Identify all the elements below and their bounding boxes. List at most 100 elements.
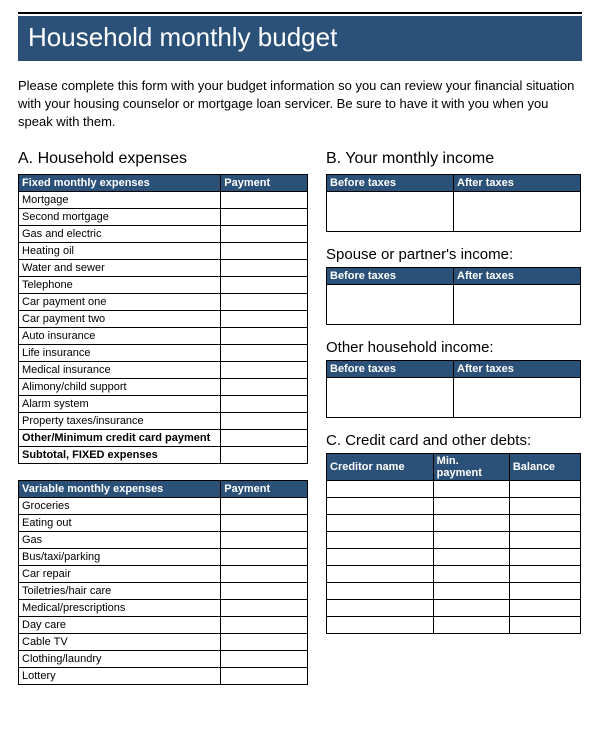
fixed-expenses-table: Fixed monthly expenses Payment MortgageS… xyxy=(18,174,308,464)
balance-cell[interactable] xyxy=(509,531,580,548)
expense-payment-cell[interactable] xyxy=(221,310,308,327)
expense-payment-cell[interactable] xyxy=(221,327,308,344)
your-income-table: Before taxes After taxes xyxy=(326,174,581,232)
expense-label: Toiletries/hair care xyxy=(19,582,221,599)
spouse-before-cell[interactable] xyxy=(327,284,454,324)
creditor-cell[interactable] xyxy=(327,616,434,633)
your-before-cell[interactable] xyxy=(327,191,454,231)
left-column: A. Household expenses Fixed monthly expe… xyxy=(18,150,308,685)
fixed-col2-header: Payment xyxy=(221,174,308,191)
expense-payment-cell[interactable] xyxy=(221,293,308,310)
expense-label: Mortgage xyxy=(19,191,221,208)
minpay-cell[interactable] xyxy=(433,548,509,565)
creditor-cell[interactable] xyxy=(327,514,434,531)
balance-cell[interactable] xyxy=(509,497,580,514)
debts-table: Creditor name Min. payment Balance xyxy=(326,453,581,634)
expense-label: Car repair xyxy=(19,565,221,582)
spouse-after-cell[interactable] xyxy=(454,284,581,324)
section-c-heading: C. Credit card and other debts: xyxy=(326,432,581,449)
expense-label-bold: Subtotal, FIXED expenses xyxy=(19,446,221,463)
expense-payment-cell[interactable] xyxy=(221,667,308,684)
expense-payment-cell[interactable] xyxy=(221,582,308,599)
debts-col1-header: Creditor name xyxy=(327,453,434,480)
minpay-cell[interactable] xyxy=(433,514,509,531)
expense-label: Telephone xyxy=(19,276,221,293)
expense-label: Life insurance xyxy=(19,344,221,361)
spouse-before-header: Before taxes xyxy=(327,267,454,284)
expense-label: Gas xyxy=(19,531,221,548)
balance-cell[interactable] xyxy=(509,616,580,633)
creditor-cell[interactable] xyxy=(327,497,434,514)
after-taxes-header: After taxes xyxy=(454,174,581,191)
expense-payment-cell[interactable] xyxy=(221,565,308,582)
expense-payment-cell[interactable] xyxy=(221,531,308,548)
minpay-cell[interactable] xyxy=(433,582,509,599)
expense-label: Auto insurance xyxy=(19,327,221,344)
expense-label-bold: Other/Minimum credit card payment xyxy=(19,429,221,446)
minpay-cell[interactable] xyxy=(433,497,509,514)
debts-col2-header: Min. payment xyxy=(433,453,509,480)
expense-payment-cell[interactable] xyxy=(221,429,308,446)
creditor-cell[interactable] xyxy=(327,565,434,582)
minpay-cell[interactable] xyxy=(433,480,509,497)
expense-label: Clothing/laundry xyxy=(19,650,221,667)
expense-payment-cell[interactable] xyxy=(221,616,308,633)
creditor-cell[interactable] xyxy=(327,480,434,497)
balance-cell[interactable] xyxy=(509,514,580,531)
expense-payment-cell[interactable] xyxy=(221,276,308,293)
expense-label: Bus/taxi/parking xyxy=(19,548,221,565)
other-before-header: Before taxes xyxy=(327,360,454,377)
expense-label: Day care xyxy=(19,616,221,633)
balance-cell[interactable] xyxy=(509,480,580,497)
balance-cell[interactable] xyxy=(509,582,580,599)
minpay-cell[interactable] xyxy=(433,531,509,548)
expense-payment-cell[interactable] xyxy=(221,344,308,361)
top-rule xyxy=(18,12,582,14)
expense-payment-cell[interactable] xyxy=(221,259,308,276)
expense-label: Gas and electric xyxy=(19,225,221,242)
other-before-cell[interactable] xyxy=(327,377,454,417)
expense-label: Alimony/child support xyxy=(19,378,221,395)
intro-text: Please complete this form with your budg… xyxy=(18,77,582,132)
expense-label: Cable TV xyxy=(19,633,221,650)
expense-payment-cell[interactable] xyxy=(221,225,308,242)
expense-payment-cell[interactable] xyxy=(221,412,308,429)
variable-col2-header: Payment xyxy=(221,480,308,497)
expense-label: Car payment one xyxy=(19,293,221,310)
expense-label: Medical insurance xyxy=(19,361,221,378)
minpay-cell[interactable] xyxy=(433,565,509,582)
expense-payment-cell[interactable] xyxy=(221,208,308,225)
balance-cell[interactable] xyxy=(509,565,580,582)
expense-payment-cell[interactable] xyxy=(221,395,308,412)
expense-payment-cell[interactable] xyxy=(221,599,308,616)
creditor-cell[interactable] xyxy=(327,531,434,548)
expense-payment-cell[interactable] xyxy=(221,633,308,650)
debts-col3-header: Balance xyxy=(509,453,580,480)
other-income-table: Before taxes After taxes xyxy=(326,360,581,418)
expense-label: Heating oil xyxy=(19,242,221,259)
balance-cell[interactable] xyxy=(509,599,580,616)
expense-payment-cell[interactable] xyxy=(221,497,308,514)
expense-payment-cell[interactable] xyxy=(221,548,308,565)
expense-label: Medical/prescriptions xyxy=(19,599,221,616)
expense-payment-cell[interactable] xyxy=(221,242,308,259)
other-after-cell[interactable] xyxy=(454,377,581,417)
before-taxes-header: Before taxes xyxy=(327,174,454,191)
expense-payment-cell[interactable] xyxy=(221,514,308,531)
expense-payment-cell[interactable] xyxy=(221,378,308,395)
minpay-cell[interactable] xyxy=(433,616,509,633)
minpay-cell[interactable] xyxy=(433,599,509,616)
section-a-heading: A. Household expenses xyxy=(18,150,308,168)
expense-payment-cell[interactable] xyxy=(221,650,308,667)
creditor-cell[interactable] xyxy=(327,548,434,565)
expense-payment-cell[interactable] xyxy=(221,191,308,208)
spouse-income-table: Before taxes After taxes xyxy=(326,267,581,325)
creditor-cell[interactable] xyxy=(327,599,434,616)
your-after-cell[interactable] xyxy=(454,191,581,231)
other-after-header: After taxes xyxy=(454,360,581,377)
expense-payment-cell[interactable] xyxy=(221,361,308,378)
spouse-after-header: After taxes xyxy=(454,267,581,284)
creditor-cell[interactable] xyxy=(327,582,434,599)
balance-cell[interactable] xyxy=(509,548,580,565)
expense-payment-cell[interactable] xyxy=(221,446,308,463)
